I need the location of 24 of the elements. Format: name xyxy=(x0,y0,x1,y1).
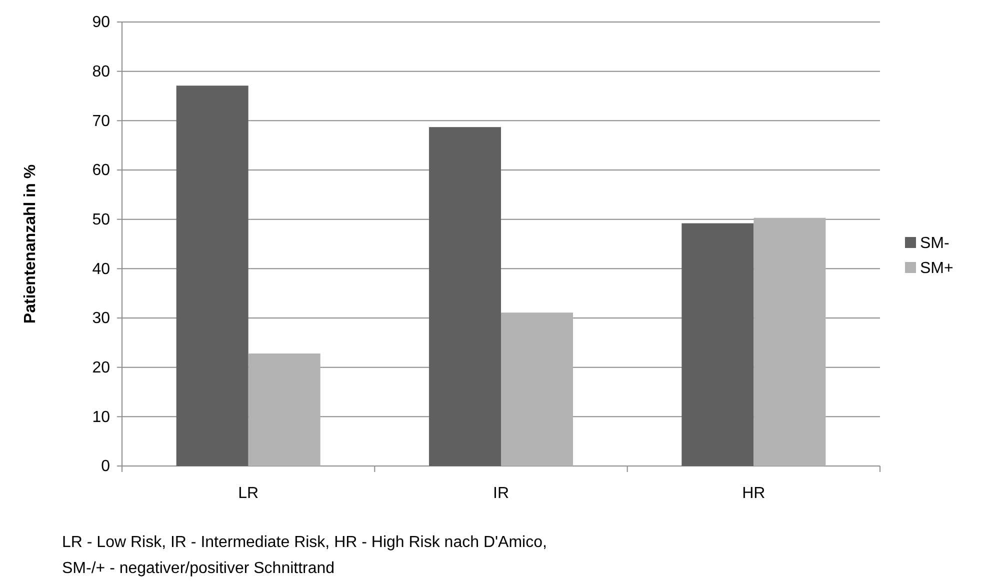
legend-label: SM- xyxy=(920,235,950,252)
text: LR - Low Risk, IR - Intermediate Risk, HR - High Risk nach D'Amico, xyxy=(62,534,547,551)
x-tick-label: HR xyxy=(742,485,766,502)
y-tick-label: 50 xyxy=(92,211,110,228)
bar xyxy=(682,223,754,466)
y-tick-label: 90 xyxy=(92,14,110,32)
y-tick-label: 60 xyxy=(92,162,110,180)
y-tick-label: 0 xyxy=(101,458,110,476)
x-tick-label: LR xyxy=(238,485,259,502)
y-tick-label: 30 xyxy=(92,310,110,328)
y-axis-title: Patientenanzahl in % xyxy=(22,164,39,324)
y-tick-label: 10 xyxy=(92,408,110,426)
y-tick-label: 40 xyxy=(92,260,110,278)
bar xyxy=(501,312,574,466)
text: SM-/+ - negativer/positiver Schnittrand xyxy=(62,560,335,577)
y-tick-label: 80 xyxy=(92,63,110,80)
x-tick-label: IR xyxy=(493,485,509,502)
bar xyxy=(176,86,248,466)
y-tick-label: 20 xyxy=(92,359,110,376)
bar xyxy=(248,354,320,466)
bar xyxy=(428,127,501,466)
legend-label: SM+ xyxy=(920,260,954,277)
bar xyxy=(754,218,826,466)
y-tick-label: 70 xyxy=(92,112,110,130)
